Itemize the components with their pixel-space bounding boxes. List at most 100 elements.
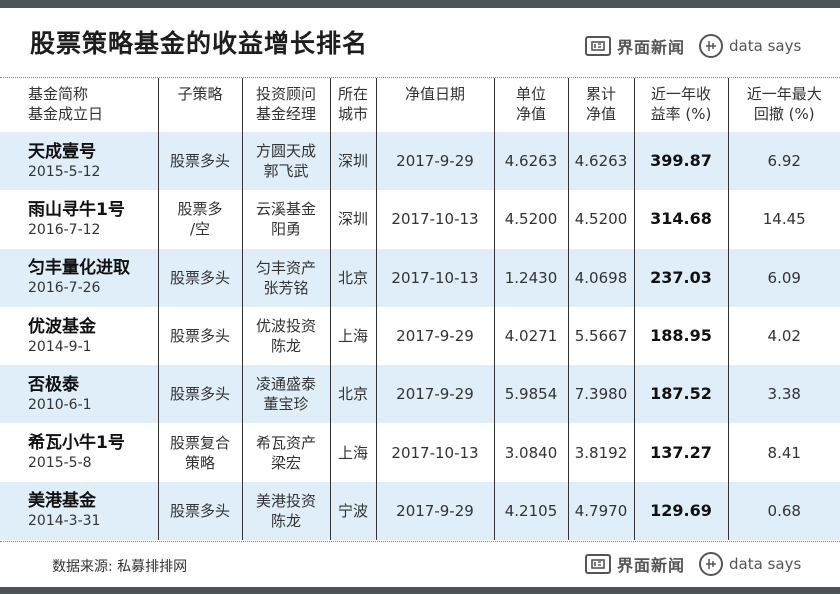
cell-city: 北京: [330, 248, 377, 307]
cell-cum-nav: 4.7970: [568, 481, 635, 541]
column-header-line: 投资顾问: [255, 85, 316, 103]
table-row: 美港基金 2014-3-31 股票多头 美港投资 陈龙 宁波 2017-9-29 4.2105…: [0, 481, 840, 541]
cell-strategy: 股票多/空: [158, 190, 243, 249]
fund-inception-date: 2010-6-1: [28, 396, 92, 413]
cell-city: 上海: [330, 306, 377, 366]
cell-cum-nav: 3.8192: [568, 423, 635, 482]
fund-name: 否极泰: [28, 374, 79, 395]
cell-nav-date: 2017-9-29: [376, 306, 495, 366]
fund-cell: 否极泰 2010-6-1: [0, 365, 159, 424]
column-header: 基金简称 基金成立日: [0, 78, 159, 132]
data-says-icon: [699, 34, 724, 58]
fund-ranking-table: 基金简称 基金成立日 子策略 投资顾问 基金经理 所在 城市 净值日期 单位 净值 累计 净值 近一年收…: [0, 78, 840, 541]
jiemian-logo-icon: [585, 36, 611, 56]
cell-strategy: 股票多头: [158, 248, 243, 307]
cell-nav-date: 2017-10-13: [376, 423, 495, 482]
fund-inception-date: 2014-9-1: [28, 338, 92, 355]
cell-city: 宁波: [330, 481, 377, 541]
fund-name: 美港基金: [28, 491, 96, 512]
cell-line: 匀丰资产: [255, 258, 316, 277]
cell-line: 策略: [184, 453, 215, 472]
footer-divider: [0, 541, 840, 542]
cell-return: 187.52: [634, 365, 729, 424]
cell-line: 希瓦资产: [255, 433, 316, 452]
column-header: 子策略: [158, 78, 243, 132]
cell-advisor: 凌通盛泰 董宝珍: [242, 365, 331, 424]
cell-line: 方圆天成: [255, 142, 316, 161]
fund-cell: 雨山寻牛1号 2016-7-12: [0, 190, 159, 249]
cell-line: 优波投资: [255, 317, 316, 336]
table-row: 希瓦小牛1号 2015-5-8 股票复合 策略 希瓦资产 梁宏 上海 2017-10-13 3.…: [0, 423, 840, 482]
fund-inception-date: 2015-5-12: [28, 163, 101, 180]
cell-nav-date: 2017-10-13: [376, 248, 495, 307]
cell-drawdown: 14.45: [762, 210, 806, 229]
cell-nav-date: 2017-9-29: [376, 481, 495, 541]
cell-strategy: 股票多头: [158, 365, 243, 424]
table-header-row: 基金简称 基金成立日 子策略 投资顾问 基金经理 所在 城市 净值日期 单位 净值 累计 净值 近一年收…: [0, 78, 840, 132]
column-header: 累计 净值: [568, 78, 635, 132]
column-header-line: 累计: [585, 85, 616, 103]
column-header-line: 回撤 (%): [753, 105, 815, 123]
fund-inception-date: 2016-7-26: [28, 280, 101, 297]
table-row: 否极泰 2010-6-1 股票多头 凌通盛泰 董宝珍 北京 2017-9-29 5.9854 7…: [0, 365, 840, 424]
column-header-line: 净值: [515, 105, 546, 123]
table-body: 天成壹号 2015-5-12 股票多头 方圆天成 郭飞武 深圳 2017-9-29 4.626…: [0, 132, 840, 541]
cell-drawdown: 0.68: [767, 501, 801, 520]
brand-header: 界面新闻 data says: [585, 31, 801, 61]
column-header: 所在 城市: [330, 78, 377, 132]
fund-cell: 天成壹号 2015-5-12: [0, 132, 159, 191]
fund-cell: 希瓦小牛1号 2015-5-8: [0, 423, 159, 482]
cell-drawdown: 8.41: [767, 443, 801, 462]
cell-line: 陈龙: [270, 511, 301, 530]
column-header-line: 近一年收: [650, 85, 711, 103]
cell-return: 237.03: [634, 248, 729, 307]
jiemian-logo-icon: [585, 554, 611, 574]
cell-unit-nav: 5.9854: [494, 365, 569, 424]
column-header: 单位 净值: [494, 78, 569, 132]
column-header: 近一年最大 回撤 (%): [728, 78, 840, 132]
fund-cell: 美港基金 2014-3-31: [0, 481, 159, 541]
page-title: 股票策略基金的收益增长排名: [30, 29, 369, 58]
cell-nav-date: 2017-9-29: [376, 132, 495, 191]
cell-advisor: 希瓦资产 梁宏: [242, 423, 331, 482]
source-note: 数据来源: 私募排排网: [52, 559, 188, 575]
bottom-bar: [0, 587, 840, 594]
cell-advisor: 云溪基金 阳勇: [242, 190, 331, 249]
fund-cell: 优波基金 2014-9-1: [0, 306, 159, 366]
cell-city: 北京: [330, 365, 377, 424]
cell-drawdown: 6.09: [767, 268, 801, 287]
cell-strategy: 股票多头: [158, 306, 243, 366]
cell-strategy: 股票多头: [158, 481, 243, 541]
cell-drawdown: 4.02: [767, 327, 801, 346]
cell-unit-nav: 4.0271: [494, 306, 569, 366]
cell-cum-nav: 4.6263: [568, 132, 635, 191]
cell-line: 梁宏: [270, 453, 301, 472]
fund-cell: 匀丰量化进取 2016-7-26: [0, 248, 159, 307]
cell-drawdown: 3.38: [767, 385, 801, 404]
cell-line: 股票多头: [169, 268, 230, 287]
table-row: 雨山寻牛1号 2016-7-12 股票多/空 云溪基金 阳勇 深圳 2017-10-13 4.…: [0, 190, 840, 249]
fund-inception-date: 2016-7-12: [28, 221, 101, 238]
cell-cum-nav: 4.5200: [568, 190, 635, 249]
column-header-line: 基金成立日: [28, 105, 104, 123]
fund-name: 希瓦小牛1号: [28, 433, 125, 454]
cell-line: 郭飞武: [263, 162, 309, 181]
fund-name: 天成壹号: [28, 141, 96, 162]
column-header-line: 所在: [337, 85, 368, 103]
cell-line: 股票多头: [169, 327, 230, 346]
cell-unit-nav: 4.5200: [494, 190, 569, 249]
brand-name: 界面新闻: [617, 556, 686, 575]
cell-return: 399.87: [634, 132, 729, 191]
cell-line: 股票多: [177, 200, 223, 219]
cell-city: 深圳: [330, 190, 377, 249]
data-says-icon: [699, 552, 724, 576]
table-row: 天成壹号 2015-5-12 股票多头 方圆天成 郭飞武 深圳 2017-9-29 4.626…: [0, 132, 840, 191]
cell-return: 314.68: [634, 190, 729, 249]
cell-cum-nav: 5.5667: [568, 306, 635, 366]
top-bar: [0, 0, 840, 8]
column-header-line: 城市: [337, 105, 368, 123]
cell-line: 陈龙: [270, 337, 301, 356]
cell-unit-nav: 4.6263: [494, 132, 569, 191]
header-divider: [0, 77, 840, 78]
column-header: 净值日期: [376, 78, 495, 132]
